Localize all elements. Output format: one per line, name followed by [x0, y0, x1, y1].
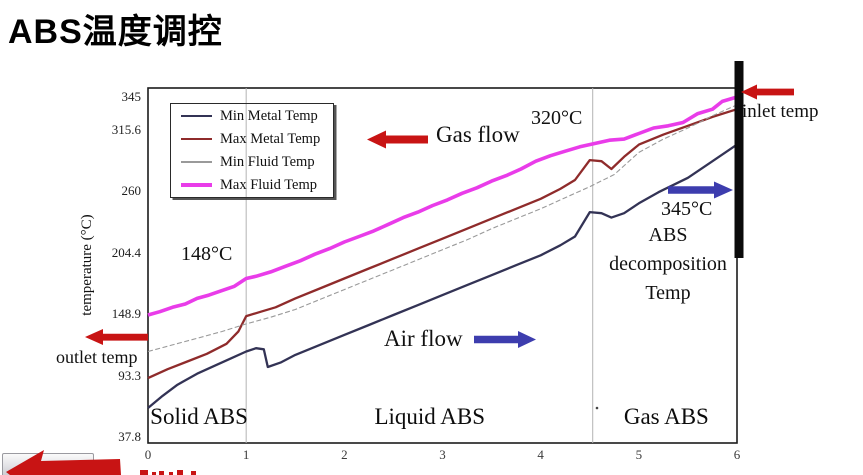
inlet-temp-arrow-icon — [741, 84, 794, 100]
legend-entry-label: Max Fluid Temp — [220, 176, 317, 193]
slide-title: ABS温度调控 — [8, 13, 223, 51]
x-tick-label: 3 — [439, 447, 446, 462]
x-tick-label: 5 — [635, 447, 643, 462]
inlet-temp-label: inlet temp — [742, 101, 819, 122]
air-flow-arrow-icon — [474, 331, 536, 348]
y-tick-label: 345 — [121, 89, 142, 105]
temp-320-label: 320°C — [531, 107, 583, 129]
x-tick-label: 4 — [537, 447, 544, 462]
series-max-fluid-temp — [147, 95, 738, 317]
legend-entry: Min Metal Temp — [171, 105, 333, 127]
temp-345-label: 345°C — [661, 198, 713, 220]
clipped-red-text-fragment — [140, 470, 196, 475]
series-max-metal-temp — [147, 108, 738, 380]
y-tick-label: 260 — [121, 183, 142, 199]
decomposition-arrow-icon — [668, 181, 733, 199]
legend-line-swatch — [181, 114, 212, 118]
plot-border — [147, 87, 738, 444]
legend-entry-label: Min Fluid Temp — [220, 153, 315, 170]
legend-entry-label: Min Metal Temp — [220, 107, 318, 124]
temp-148-label: 148°C — [181, 243, 233, 265]
legend: Min Metal Temp Max Metal Temp Min Fluid Te… — [170, 103, 334, 198]
stray-dot — [595, 406, 599, 410]
air-flow-label: Air flow — [384, 326, 463, 351]
legend-line-swatch — [181, 161, 212, 163]
y-tick-label: 315.6 — [111, 121, 141, 137]
gas-flow-arrow-icon — [367, 130, 428, 149]
legend-entry-label: Max Metal Temp — [220, 130, 321, 147]
y-axis-title: temperature (°C) — [79, 214, 95, 316]
series-min-metal-temp — [147, 143, 738, 409]
legend-entry: Min Fluid Temp — [171, 151, 333, 173]
region-label-liquid-abs: Liquid ABS — [374, 404, 486, 429]
x-tick-label: 1 — [242, 447, 250, 462]
region-label-gas-abs: Gas ABS — [623, 404, 709, 429]
x-tick-label: 2 — [341, 447, 348, 462]
legend-line-swatch — [181, 183, 212, 187]
decomposition-temp-bar — [734, 61, 744, 258]
series-group — [147, 88, 738, 443]
gas-flow-label: Gas flow — [436, 122, 520, 147]
abs-decomposition-label: ABS decomposition Temp — [609, 224, 727, 304]
y-tick-label: 93.3 — [118, 367, 141, 383]
outlet-temp-arrow-icon — [85, 329, 148, 345]
y-tick-label: 148.9 — [111, 306, 141, 322]
x-tick-label: 6 — [733, 447, 741, 462]
region-label-solid-abs: Solid ABS — [150, 404, 248, 429]
y-tick-label: 37.8 — [118, 428, 141, 444]
legend-entry: Max Metal Temp — [171, 128, 333, 150]
legend-entry: Max Fluid Temp — [171, 174, 333, 196]
x-tick-label: 0 — [144, 447, 152, 462]
bottom-left-arrow-icon — [6, 450, 121, 475]
y-tick-label: 204.4 — [111, 244, 141, 260]
legend-line-swatch — [181, 137, 212, 141]
outlet-temp-label: outlet temp — [56, 347, 138, 367]
series-min-fluid-temp — [147, 104, 738, 353]
